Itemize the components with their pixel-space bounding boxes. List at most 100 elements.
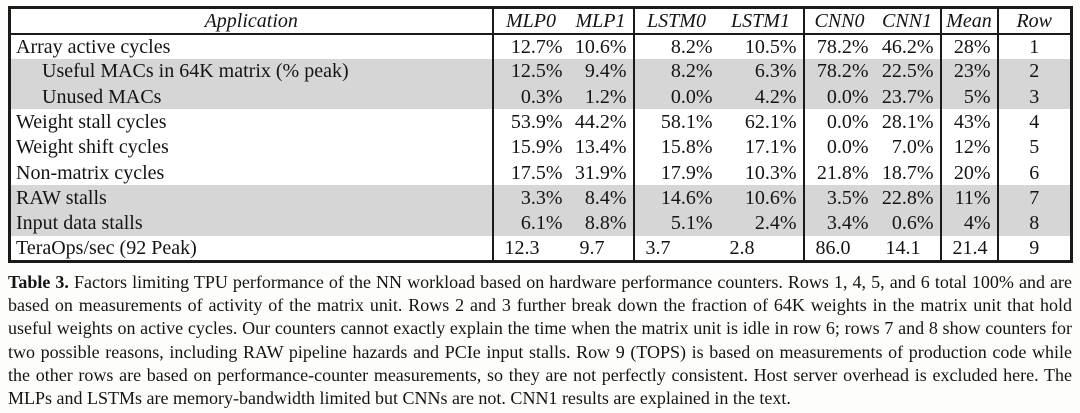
cell-mlp1: 8.8% [568, 210, 635, 236]
row-label: TeraOps/sec (92 Peak) [9, 235, 494, 262]
caption-body: Factors limiting TPU performance of the … [8, 272, 1073, 409]
cell-mlp0: 12.5% [492, 58, 569, 85]
cell-lstm1: 10.5% [718, 33, 805, 59]
cell-mlp1: 10.6% [568, 33, 635, 59]
cell-lstm0: 5.1% [633, 210, 719, 236]
cell-mean: 12% [940, 134, 999, 160]
row-label: RAW stalls [9, 185, 494, 211]
table-row: Useful MACs in 64K matrix (% peak) 12.5% 9… [9, 58, 1072, 85]
cell-mean: 28% [940, 33, 999, 59]
cell-lstm1: 10.3% [718, 159, 805, 186]
col-header-mean: Mean [940, 7, 999, 35]
cell-mlp1: 9.7 [568, 235, 635, 262]
cell-mlp1: 8.4% [568, 185, 635, 211]
cell-mean: 4% [940, 210, 999, 236]
cell-mean: 20% [940, 159, 999, 186]
col-header-mlp0: MLP0 [492, 7, 569, 35]
cell-lstm0: 8.2% [633, 58, 719, 85]
col-header-lstm1: LSTM1 [718, 7, 805, 35]
cell-mlp1: 31.9% [568, 159, 635, 186]
cell-lstm0: 8.2% [670, 35, 713, 58]
cell-row-number: 1 [1029, 35, 1040, 58]
cell-cnn0: 78.2% [816, 35, 869, 58]
cell-lstm0: 3.7 [645, 236, 671, 259]
cell-lstm0: 15.8% [660, 136, 713, 159]
table-row: RAW stalls 3.3% 8.4% 14.6% 10.6% 3.5% 22.8% 11%… [9, 185, 1072, 211]
cell-row-number: 7 [997, 185, 1072, 211]
row-label: Input data stalls [9, 210, 494, 236]
table-row: Non-matrix cycles 17.5% 31.9% 17.9% 10.3% 21.… [9, 159, 1072, 186]
cell-row-number: 3 [997, 84, 1072, 110]
table-row: TeraOps/sec (92 Peak) 12.3 9.7 3.7 2.8 86.0 14… [9, 235, 1072, 262]
cell-mlp0: 6.1% [492, 210, 569, 236]
cell-lstm1: 2.8 [718, 235, 805, 262]
col-header-row: Row [997, 7, 1072, 35]
cell-mlp0: 0.3% [492, 84, 569, 110]
cell-cnn0: 86.0 [815, 236, 851, 259]
cell-mlp0: 12.3 [504, 236, 540, 259]
row-label: Non-matrix cycles [9, 159, 494, 186]
table-row: Array active cycles 12.7% 10.6% 8.2% 10.5% 78… [9, 33, 1072, 59]
col-header-cnn0: CNN0 [803, 7, 875, 35]
col-header-application: Application [9, 7, 494, 35]
table-row: Unused MACs 0.3% 1.2% 0.0% 4.2% 0.0% 23.7% 5% 3 [9, 84, 1072, 110]
row-label: Unused MACs [9, 84, 494, 110]
col-header-lstm0: LSTM0 [633, 7, 719, 35]
cell-cnn0: 21.8% [816, 161, 869, 184]
cell-row-number: 8 [997, 210, 1072, 236]
cell-row-number: 6 [1029, 161, 1040, 184]
performance-table: Application MLP0 MLP1 LSTM0 LSTM1 CNN0 CNN1 Mea… [8, 6, 1073, 263]
cell-mlp1: 13.4% [568, 134, 635, 160]
table-row: Input data stalls 6.1% 8.8% 5.1% 2.4% 3.4% 0.6… [9, 210, 1072, 236]
cell-cnn1: 0.6% [874, 210, 942, 236]
cell-cnn1: 22.8% [874, 185, 942, 211]
col-header-mlp1: MLP1 [568, 7, 635, 35]
table-row: Weight shift cycles 15.9% 13.4% 15.8% 17.1% 0… [9, 134, 1072, 160]
cell-row-number: 5 [1029, 136, 1040, 159]
cell-mlp0: 3.3% [492, 185, 569, 211]
cell-lstm0: 14.6% [633, 185, 719, 211]
cell-mlp1: 9.4% [568, 58, 635, 85]
table-row: Weight stall cycles 53.9% 44.2% 58.1% 62.1% 0… [9, 109, 1072, 135]
cell-mean: 11% [940, 185, 999, 211]
cell-mean: 43% [940, 109, 999, 135]
cell-mean: 23% [940, 58, 999, 85]
cell-mlp0: 15.9% [510, 136, 563, 159]
cell-row-number: 2 [997, 58, 1072, 85]
cell-cnn1: 18.7% [874, 159, 942, 186]
cell-cnn1: 46.2% [874, 33, 942, 59]
row-label: Useful MACs in 64K matrix (% peak) [9, 58, 494, 85]
cell-cnn0: 0.0% [826, 136, 869, 159]
caption-label: Table 3. [8, 272, 69, 292]
cell-mlp1: 44.2% [568, 109, 635, 135]
cell-lstm1: 4.2% [718, 84, 805, 110]
table-header: Application MLP0 MLP1 LSTM0 LSTM1 CNN0 CNN1 Mea… [9, 7, 1072, 35]
cell-mlp0: 53.9% [510, 111, 563, 134]
cell-mean: 5% [940, 84, 999, 110]
row-label: Weight shift cycles [9, 134, 494, 160]
cell-row-number: 4 [1029, 111, 1040, 134]
cell-lstm1: 10.6% [718, 185, 805, 211]
cell-lstm0: 0.0% [633, 84, 719, 110]
cell-row-number: 9 [1029, 236, 1040, 259]
row-label: Weight stall cycles [9, 109, 494, 135]
cell-cnn0: 0.0% [826, 111, 869, 134]
cell-cnn1: 28.1% [874, 109, 942, 135]
cell-cnn0: 3.4% [803, 210, 875, 236]
cell-lstm0: 17.9% [660, 161, 713, 184]
cell-mlp0: 12.7% [510, 35, 563, 58]
table-caption: Table 3. Factors limiting TPU performanc… [8, 271, 1072, 410]
cell-cnn0: 3.5% [803, 185, 875, 211]
cell-cnn1: 7.0% [874, 134, 942, 160]
cell-lstm1: 6.3% [718, 58, 805, 85]
cell-mean: 21.4 [940, 235, 999, 262]
cell-cnn0: 0.0% [803, 84, 875, 110]
row-label: Array active cycles [9, 33, 494, 59]
col-header-cnn1: CNN1 [874, 7, 942, 35]
cell-cnn1: 22.5% [874, 58, 942, 85]
header-row: Application MLP0 MLP1 LSTM0 LSTM1 CNN0 CNN1 Mea… [9, 7, 1072, 35]
cell-lstm1: 17.1% [718, 134, 805, 160]
cell-cnn1: 14.1 [874, 235, 942, 262]
cell-cnn1: 23.7% [874, 84, 942, 110]
